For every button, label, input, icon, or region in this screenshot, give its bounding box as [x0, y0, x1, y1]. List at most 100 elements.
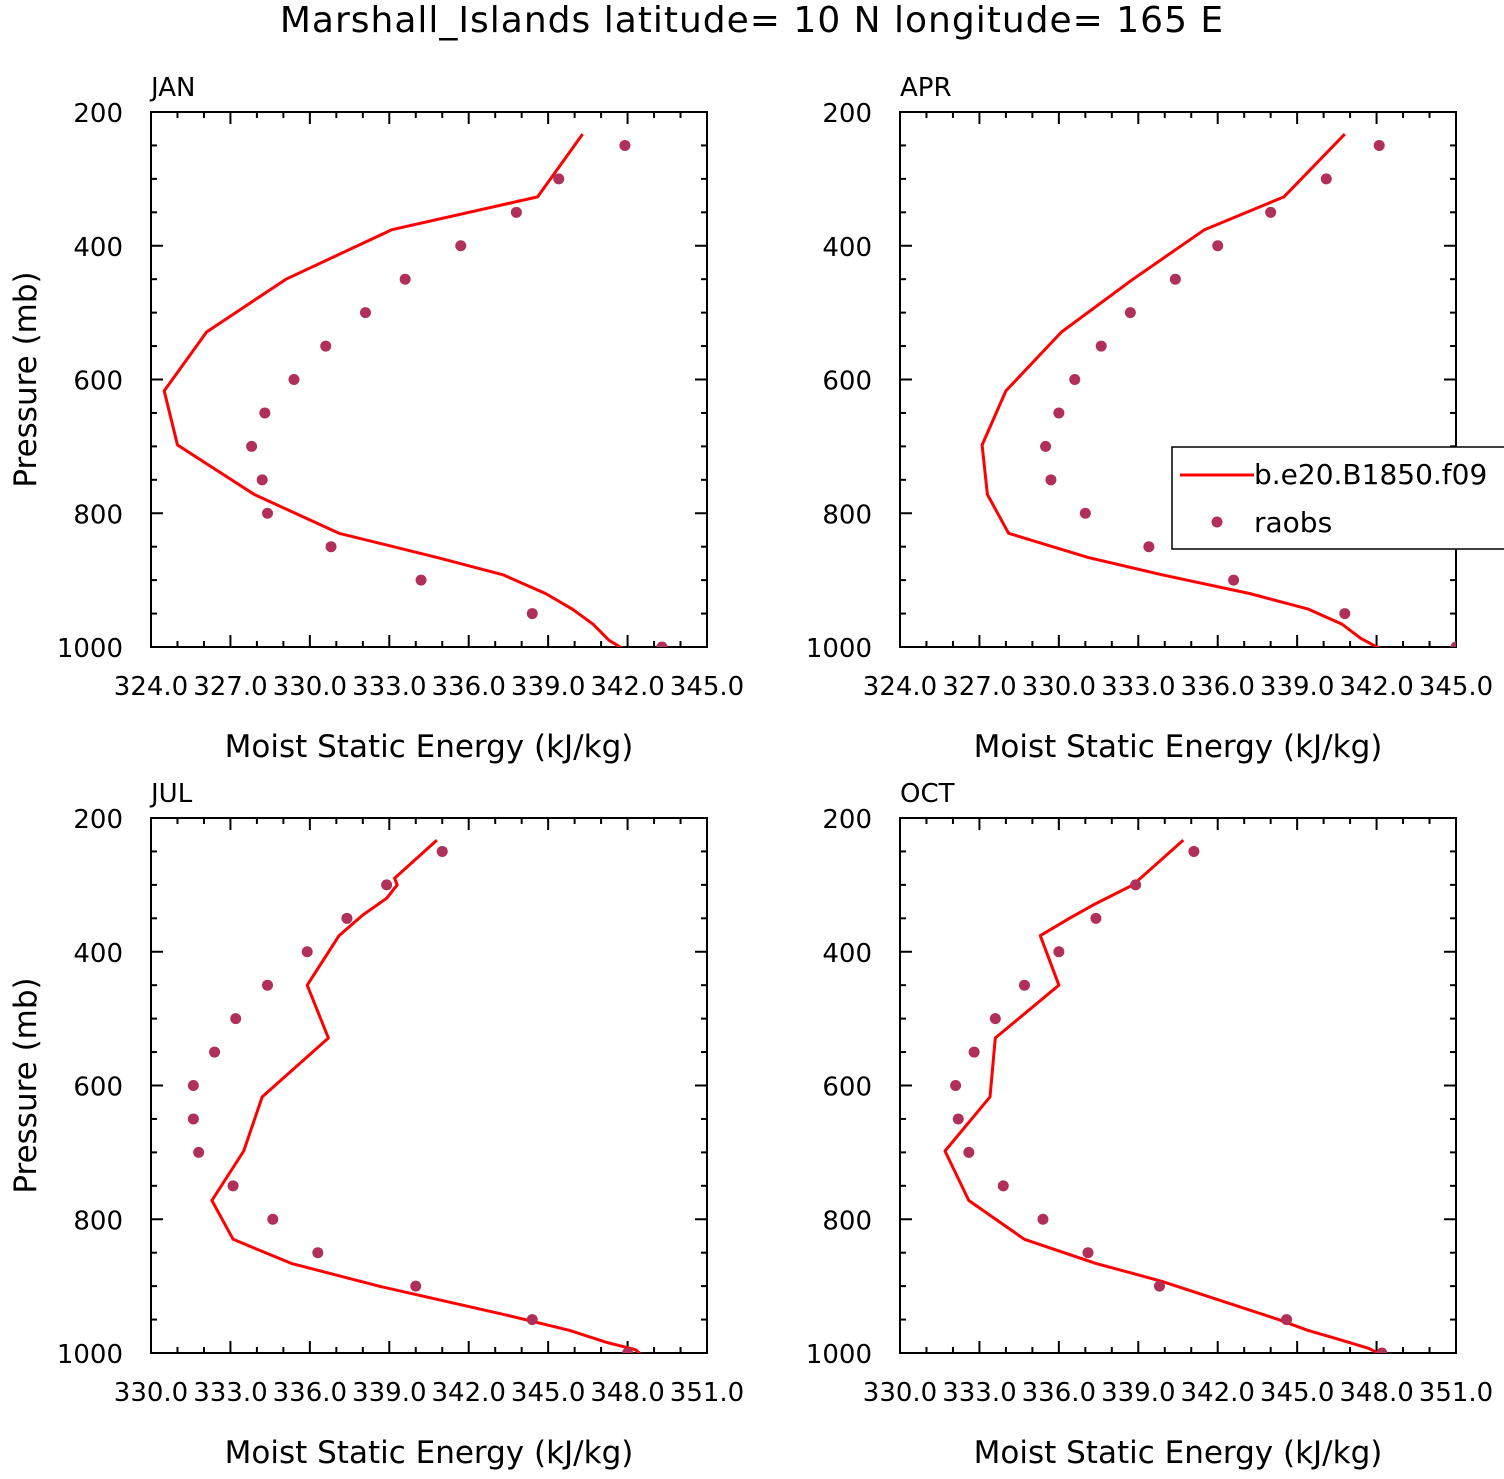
- raobs-point: [1265, 206, 1277, 218]
- raobs-point: [187, 1080, 199, 1091]
- x-tick-label: 330.0: [1022, 672, 1096, 702]
- raobs-point: [1053, 407, 1065, 419]
- plot-area: [187, 838, 642, 1353]
- y-tick-label: 600: [73, 367, 123, 397]
- raobs-point: [950, 1080, 962, 1091]
- raobs-point: [455, 240, 467, 252]
- x-axis-label: Moist Static Energy (kJ/kg): [974, 729, 1383, 765]
- y-tick-label: 200: [822, 99, 872, 129]
- raobs-point: [1188, 845, 1200, 857]
- raobs-point: [553, 173, 565, 185]
- y-tick-label: 600: [822, 1073, 872, 1103]
- x-tick-label: 351.0: [1419, 1378, 1493, 1408]
- raobs-point: [246, 440, 258, 452]
- x-tick-label: 339.0: [1101, 1378, 1175, 1408]
- plot-frame: [150, 817, 708, 1354]
- x-tick-label: 345.0: [1260, 1378, 1334, 1408]
- raobs-point: [1037, 1213, 1049, 1225]
- y-tick-label: 600: [73, 1073, 123, 1103]
- y-tick-label: 1000: [57, 634, 123, 664]
- x-tick-label: 339.0: [1260, 672, 1334, 702]
- raobs-point: [410, 1280, 422, 1292]
- y-axis-label: Pressure (mb): [8, 977, 44, 1193]
- raobs-point: [989, 1013, 1001, 1025]
- x-tick-label: 345.0: [1419, 672, 1493, 702]
- panel-apr: APR 324.0 327.0 330.0 333.0 336.0 339.0 342.0 34…: [806, 73, 1493, 765]
- plot-frame: [899, 111, 1457, 648]
- x-tick-label: 342.0: [590, 672, 664, 702]
- x-tick-label: 336.0: [1022, 1378, 1096, 1408]
- raobs-point: [1339, 608, 1351, 620]
- x-tick-label: 348.0: [590, 1378, 664, 1408]
- raobs-point: [325, 541, 337, 553]
- legend-box: [1171, 446, 1504, 550]
- y-tick-label: 800: [73, 1206, 123, 1236]
- x-tick-label: 342.0: [431, 1378, 505, 1408]
- x-tick-label: 333.0: [352, 672, 426, 702]
- raobs-point: [1079, 507, 1091, 519]
- raobs-point: [1018, 979, 1030, 991]
- x-tick-label: 345.0: [511, 1378, 585, 1408]
- panel-oct: OCT 330.0 333.0 336.0 339.0 342.0 345.0 348.0 35…: [806, 779, 1493, 1471]
- raobs-point: [227, 1180, 239, 1192]
- raobs-point: [1130, 879, 1142, 891]
- raobs-point: [359, 307, 371, 319]
- x-tick-label: 330.0: [863, 1378, 937, 1408]
- panel-title: JAN: [149, 73, 195, 103]
- raobs-point: [1069, 374, 1081, 385]
- legend-dot-label: raobs: [1254, 506, 1332, 539]
- panel-jul: JUL 330.0 333.0 336.0 339.0 342.0 345.0 348.0 35…: [8, 779, 744, 1471]
- y-tick-label: 800: [73, 500, 123, 530]
- raobs-point: [1090, 912, 1102, 924]
- raobs-point: [1212, 240, 1224, 252]
- x-tick-label: 327.0: [193, 672, 267, 702]
- raobs-point: [1373, 139, 1385, 151]
- raobs-point: [526, 1314, 538, 1326]
- raobs-point: [436, 845, 448, 857]
- y-tick-label: 400: [822, 939, 872, 969]
- raobs-point: [381, 879, 393, 891]
- raobs-point: [1053, 946, 1065, 958]
- raobs-point: [963, 1146, 975, 1158]
- raobs-point: [622, 1347, 634, 1353]
- legend-dot-swatch: [1211, 516, 1223, 528]
- raobs-point: [656, 641, 668, 647]
- x-tick-label: 339.0: [352, 1378, 426, 1408]
- raobs-point: [193, 1146, 205, 1158]
- plot-area: [943, 838, 1388, 1353]
- x-tick-label: 336.0: [431, 672, 505, 702]
- plot-frame: [899, 817, 1457, 1354]
- raobs-point: [997, 1180, 1009, 1192]
- raobs-point: [256, 474, 268, 486]
- raobs-point: [968, 1046, 980, 1058]
- raobs-point: [1040, 440, 1052, 452]
- raobs-point: [399, 273, 411, 285]
- raobs-point: [261, 507, 273, 519]
- plot-area: [162, 133, 668, 647]
- x-axis-label: Moist Static Energy (kJ/kg): [974, 1435, 1383, 1471]
- raobs-point: [259, 407, 271, 419]
- y-tick-label: 400: [73, 233, 123, 263]
- y-tick-label: 1000: [57, 1340, 123, 1370]
- raobs-point: [1095, 340, 1107, 352]
- y-tick-label: 400: [822, 233, 872, 263]
- x-tick-label: 333.0: [193, 1378, 267, 1408]
- raobs-point: [1320, 173, 1332, 185]
- y-tick-label: 1000: [806, 634, 872, 664]
- raobs-point: [526, 608, 538, 620]
- raobs-point: [187, 1113, 199, 1125]
- raobs-point: [415, 574, 427, 586]
- raobs-point: [1045, 474, 1057, 486]
- model-line: [210, 838, 642, 1353]
- raobs-point: [320, 340, 332, 352]
- legend: b.e20.B1850.f09 raobs: [1171, 446, 1504, 550]
- x-tick-label: 336.0: [1180, 672, 1254, 702]
- raobs-point: [1124, 307, 1136, 319]
- raobs-point: [1143, 541, 1155, 553]
- panel-jan: JAN 324.0 327.0 330.0 333.0 336.0 339.0 342.0 34…: [8, 73, 744, 765]
- raobs-point: [510, 206, 522, 218]
- raobs-point: [1153, 1280, 1165, 1292]
- y-tick-label: 1000: [806, 1340, 872, 1370]
- raobs-point: [312, 1247, 324, 1259]
